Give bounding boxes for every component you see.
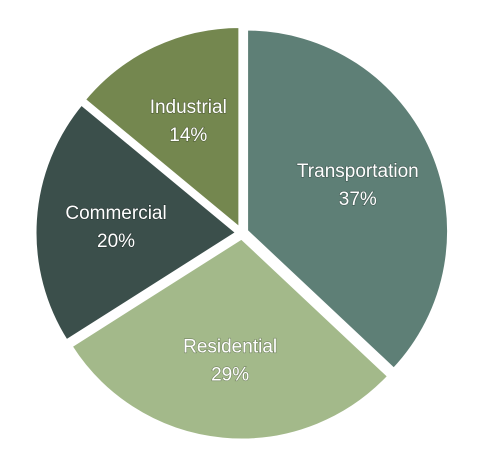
slice-value-industrial: 14% [169, 125, 207, 146]
slices-layer [33, 24, 451, 442]
slice-value-residential: 29% [211, 365, 249, 386]
pie-slice-residential [69, 236, 391, 442]
slice-label-residential: Residential [183, 337, 277, 358]
slice-value-transportation: 37% [339, 189, 377, 210]
slice-label-transportation: Transportation [297, 161, 419, 182]
pie-slice-industrial [82, 24, 242, 230]
pie-slice-transportation [245, 27, 451, 371]
slice-label-industrial: Industrial [150, 97, 227, 118]
pie-slice-commercial [33, 102, 239, 343]
labels-layer: Transportation 37% Residential 29% Commercia… [65, 96, 420, 386]
slice-value-commercial: 20% [97, 231, 135, 252]
slice-label-commercial: Commercial [65, 203, 166, 224]
